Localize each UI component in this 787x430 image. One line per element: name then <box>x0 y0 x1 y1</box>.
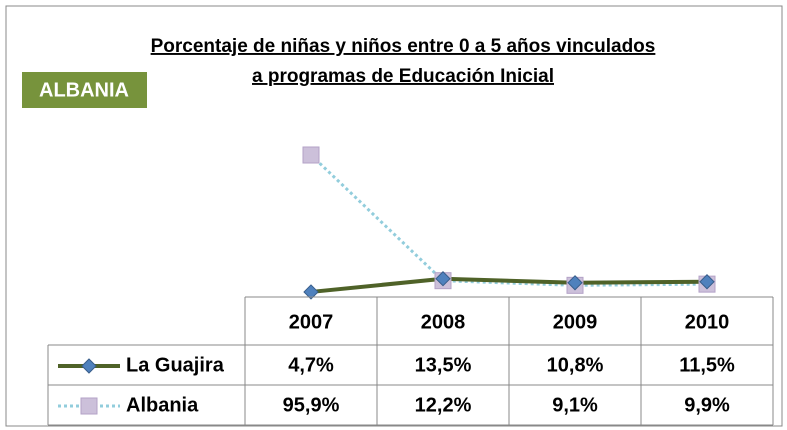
data-label: 9,1% <box>552 394 598 416</box>
legend-label: La Guajira <box>126 354 225 376</box>
data-label: 4,7% <box>288 354 334 376</box>
chart-title: Porcentaje de niñas y niños entre 0 a 5 … <box>151 36 656 57</box>
annotation: ALBANIA <box>39 79 129 101</box>
annotation-box <box>22 72 147 108</box>
legend-marker <box>81 358 97 374</box>
legend-marker <box>80 397 98 415</box>
marker <box>435 271 451 287</box>
chart-title: a programas de Educación Inicial <box>252 66 554 87</box>
x-tick-label: 2010 <box>685 311 730 333</box>
x-tick-label: 2009 <box>553 311 598 333</box>
legend-label: Albania <box>126 394 199 416</box>
marker <box>302 146 320 164</box>
data-label: 12,2% <box>415 394 472 416</box>
data-label: 9,9% <box>684 394 730 416</box>
data-label: 11,5% <box>679 354 735 376</box>
x-tick-label: 2008 <box>421 311 466 333</box>
x-tick-label: 2007 <box>289 311 334 333</box>
marker <box>699 274 715 290</box>
data-label: 13,5% <box>415 354 472 376</box>
data-label: 95,9% <box>283 394 340 416</box>
marker <box>567 275 583 291</box>
series-line <box>309 153 708 287</box>
marker <box>303 284 319 300</box>
series-line <box>310 276 708 294</box>
data-label: 10,8% <box>547 354 604 376</box>
